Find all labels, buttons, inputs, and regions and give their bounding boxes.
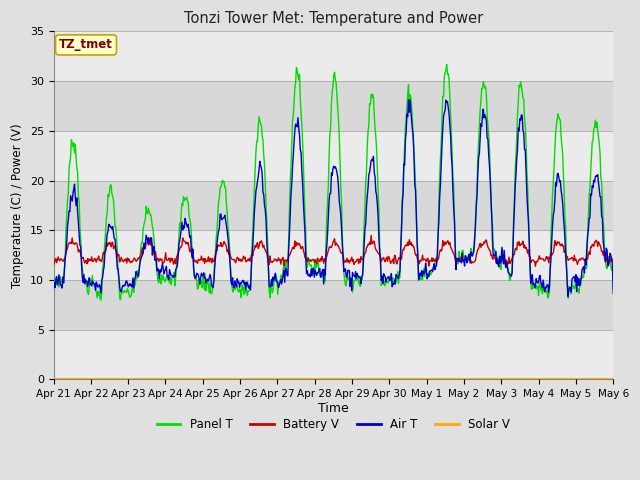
Y-axis label: Temperature (C) / Power (V): Temperature (C) / Power (V) (11, 123, 24, 288)
X-axis label: Time: Time (318, 402, 349, 415)
Bar (54, 131, 613, 180)
Legend: Panel T, Battery V, Air T, Solar V: Panel T, Battery V, Air T, Solar V (152, 414, 515, 436)
Bar (54, 330, 613, 380)
Bar (54, 230, 613, 280)
Title: Tonzi Tower Met: Temperature and Power: Tonzi Tower Met: Temperature and Power (184, 11, 483, 26)
Text: TZ_tmet: TZ_tmet (59, 38, 113, 51)
Bar (54, 32, 613, 81)
